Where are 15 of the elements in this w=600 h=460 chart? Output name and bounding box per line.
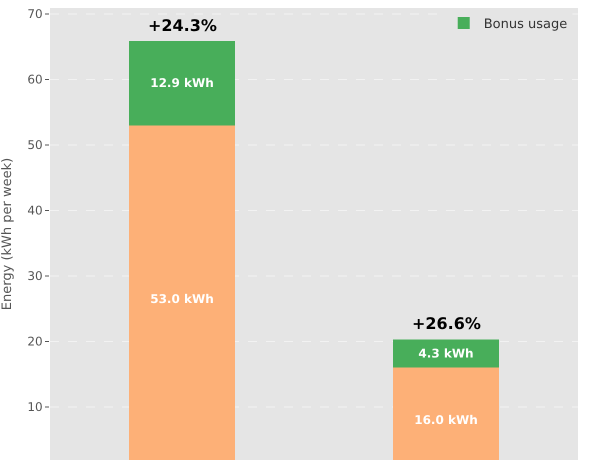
y-tick-label: 70 (27, 7, 43, 22)
data-label: 4.3 kWh (418, 346, 474, 361)
annotation: +24.3% (148, 16, 217, 35)
y-tick-label: 40 (27, 204, 43, 218)
annotation: +26.6% (412, 314, 481, 333)
data-label: 16.0 kWh (414, 413, 478, 428)
legend-label: Bonus usage (484, 17, 568, 32)
y-tick-label: 30 (27, 269, 43, 284)
y-tick-label: 50 (27, 138, 43, 152)
data-label: 53.0 kWh (150, 292, 214, 306)
data-label: 12.9 kWh (150, 76, 214, 90)
y-tick-label: 20 (27, 334, 43, 349)
y-tick-label: 10 (27, 400, 43, 414)
y-axis-title: Energy (kWh per week) (0, 158, 15, 310)
y-tick-label: 60 (27, 72, 43, 87)
